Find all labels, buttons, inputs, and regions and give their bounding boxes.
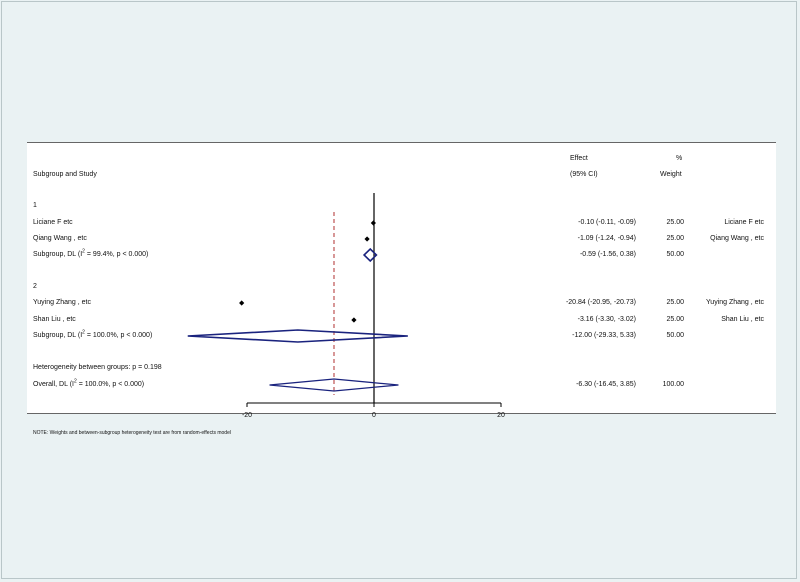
effect-ci-value: -1.09 (-1.24, -0.94) [577, 235, 636, 242]
subgroup-summary-label: Subgroup, DL (I2 = 100.0%, p < 0.000) [33, 329, 153, 339]
study-label-right: Shan Liu , etc [721, 316, 764, 323]
subgroup-diamond [187, 329, 408, 343]
effect-column-header: Effect [570, 155, 588, 162]
weight-value: 25.00 [666, 316, 684, 323]
subgroup-header: 1 [33, 202, 37, 209]
study-label: Shan Liu , etc [33, 316, 76, 323]
study-label: Liciane F etc [33, 219, 73, 226]
x-tick-label: 20 [497, 412, 505, 419]
weight-value: 50.00 [666, 251, 684, 258]
effect-ci-value: -6.30 (-16.45, 3.85) [576, 381, 636, 388]
x-tick-label: -20 [242, 412, 252, 419]
point-estimate [239, 300, 245, 306]
study-label-right: Yuying Zhang , etc [706, 299, 764, 306]
subgroup-diamond [362, 247, 378, 263]
weight-value: 25.00 [666, 299, 684, 306]
effect-ci-value: -0.59 (-1.56, 0.38) [579, 251, 636, 258]
heterogeneity-note: Heterogeneity between groups: p = 0.198 [33, 364, 162, 371]
study-label: Qiang Wang , etc [33, 235, 87, 242]
overall-label: Overall, DL (I2 = 100.0%, p < 0.000) [33, 378, 145, 388]
study-label-right: Liciane F etc [724, 219, 764, 226]
point-estimate [364, 236, 370, 242]
study-label-right: Qiang Wang , etc [710, 235, 764, 242]
point-estimate [351, 317, 357, 323]
subgroup-header: 2 [33, 283, 37, 290]
effect-ci-value: -3.16 (-3.30, -3.02) [577, 316, 636, 323]
point-estimate [370, 220, 376, 226]
overall-diamond [269, 378, 399, 392]
weight-value: 25.00 [666, 219, 684, 226]
weight-value: 25.00 [666, 235, 684, 242]
x-tick-label: 0 [372, 412, 376, 419]
weight-value: 100.00 [662, 381, 684, 388]
effect-ci-value: -0.10 (-0.11, -0.09) [578, 219, 636, 226]
subgroup-summary-label: Subgroup, DL (I2 = 99.4%, p < 0.000) [33, 248, 149, 258]
weight-value: 50.00 [666, 332, 684, 339]
study-label: Yuying Zhang , etc [33, 299, 91, 306]
effect-ci-value: -12.00 (-29.33, 5.33) [572, 332, 636, 339]
weight-pct-header: % [676, 155, 683, 162]
weight-column-header: Weight [660, 171, 682, 178]
ci-column-header: (95% CI) [570, 171, 598, 178]
study-column-header: Subgroup and Study [33, 171, 97, 178]
forest-plot-panel [27, 142, 776, 414]
effect-ci-value: -20.84 (-20.95, -20.73) [565, 299, 636, 306]
footnote: NOTE: Weights and between-subgroup heter… [33, 430, 231, 436]
